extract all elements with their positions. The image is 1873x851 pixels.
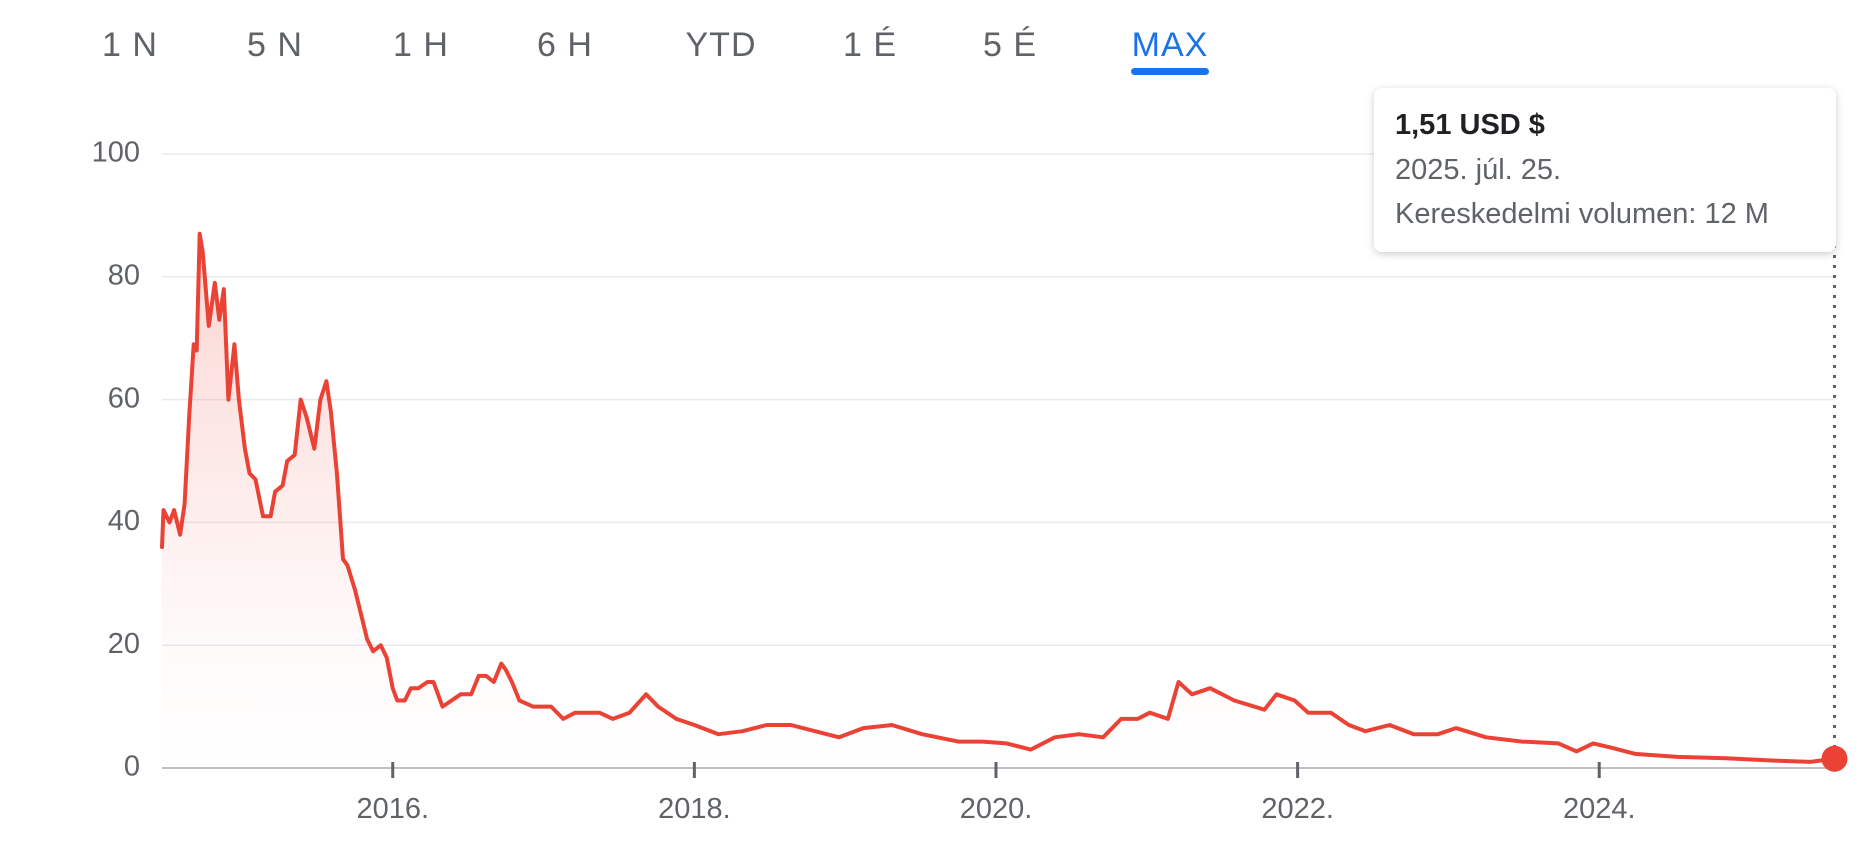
x-tick-label: 2016. bbox=[356, 793, 429, 825]
x-tick-label: 2018. bbox=[658, 793, 731, 825]
range-tab[interactable]: 1 É bbox=[843, 26, 897, 64]
plot: 0 20 40 60 80 100 2016. 2018. 2020. 2022. 2024. bbox=[92, 137, 1848, 825]
y-tick-label: 0 bbox=[124, 751, 140, 783]
range-tab[interactable]: 5 É bbox=[983, 26, 1037, 64]
y-tick-label: 20 bbox=[108, 628, 140, 660]
range-tab[interactable]: 6 H bbox=[537, 26, 593, 64]
tooltip-price: 1,51 USD $ bbox=[1395, 109, 1545, 141]
y-tick-label: 60 bbox=[108, 382, 140, 414]
range-tab[interactable]: 5 N bbox=[247, 26, 303, 64]
range-tab-active[interactable]: MAX bbox=[1132, 26, 1209, 64]
range-tab[interactable]: YTD bbox=[686, 26, 757, 64]
active-tab-indicator bbox=[1131, 68, 1209, 75]
tooltip: 1,51 USD $ 2025. júl. 25. Kereskedelmi v… bbox=[1374, 88, 1836, 252]
y-tick-label: 80 bbox=[108, 259, 140, 291]
tooltip-volume: Kereskedelmi volumen: 12 M bbox=[1395, 198, 1769, 230]
y-tick-label: 100 bbox=[92, 137, 140, 169]
price-line bbox=[160, 231, 1837, 764]
y-tick-label: 40 bbox=[108, 505, 140, 537]
range-tab[interactable]: 1 H bbox=[393, 26, 449, 64]
x-tick-label: 2020. bbox=[960, 793, 1033, 825]
area-fill bbox=[162, 233, 1835, 769]
hover-point bbox=[1821, 745, 1848, 772]
tooltip-box bbox=[1374, 88, 1836, 252]
x-tick-label: 2022. bbox=[1261, 793, 1334, 825]
tooltip-date: 2025. júl. 25. bbox=[1395, 154, 1561, 186]
range-tab[interactable]: 1 N bbox=[102, 26, 158, 64]
range-tabs: 1 N 5 N 1 H 6 H YTD 1 É 5 É MAX bbox=[102, 26, 1209, 75]
x-tick-label: 2024. bbox=[1563, 793, 1636, 825]
